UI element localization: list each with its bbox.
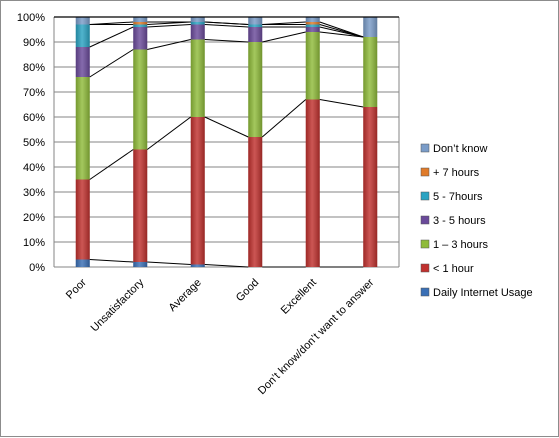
bar-segment-shading [248, 42, 263, 137]
legend-swatch [420, 263, 430, 273]
y-tick-label: 50% [23, 137, 45, 149]
y-tick-label: 30% [23, 187, 45, 199]
y-tick-label: 80% [23, 62, 45, 74]
series-connector-line [89, 49, 134, 78]
y-axis-tick-labels: 0% 10% 20% 30% 40% 50% 60% 70% 80% 90% 100% [17, 12, 45, 274]
series-connector-line [89, 21, 134, 25]
legend-item: < 1 hour [420, 263, 474, 275]
series-connector-line [262, 31, 306, 43]
bar-segment-shading [190, 17, 205, 22]
series-connector-line [147, 261, 191, 265]
legend-item: Daily Internet Usage [420, 287, 533, 299]
legend-swatch [420, 239, 430, 249]
bar-segment-shading [248, 24, 263, 27]
x-tick-label: Good [234, 277, 262, 305]
y-tick-label: 10% [23, 237, 45, 249]
bar-segment-shading [75, 259, 90, 267]
x-tick-label: Unsatisfactory [89, 276, 147, 334]
y-tick-label: 40% [23, 162, 45, 174]
y-tick-label: 60% [23, 112, 45, 124]
legend-item: 3 - 5 hours [420, 215, 486, 227]
legend-label: Don’t know [433, 143, 487, 155]
legend-item: 1 – 3 hours [420, 239, 489, 251]
legend-swatch [420, 215, 430, 225]
series-connector-line [204, 39, 249, 43]
x-axis-tick-labels: Poor Unsatisfactory Average Good ExcellentDo… [64, 276, 377, 397]
x-tick-label: Don’t know/don’t want to answer [256, 276, 377, 397]
bar-segment-shading [248, 137, 263, 267]
series-connector-line [319, 99, 364, 108]
bar-segment-shading [75, 77, 90, 180]
y-tick-label: 0% [29, 262, 45, 274]
series-connector-line [147, 39, 191, 50]
bar-segment-shading [190, 24, 205, 40]
bar-segment-shading [305, 22, 320, 25]
bar-segment-shading [133, 17, 148, 22]
bar-segment-shading [363, 17, 378, 37]
series-connector-line [319, 21, 364, 38]
gridlines [53, 16, 400, 268]
legend-swatch [420, 143, 430, 153]
bar-segment-shading [133, 27, 148, 50]
legend-item: 5 - 7hours [420, 191, 483, 203]
y-tick-label: 20% [23, 212, 45, 224]
y-tick-label: 70% [23, 87, 45, 99]
bar-segment-shading [75, 47, 90, 77]
bar-segment-shading [133, 149, 148, 262]
bar-segment-shading [75, 179, 90, 260]
bar-segment-shading [75, 17, 90, 25]
legend-label: 3 - 5 hours [433, 215, 486, 227]
legend-label: + 7 hours [433, 167, 480, 179]
bar-segment-shading [248, 17, 263, 25]
series-lines [54, 16, 399, 268]
series-connector-line [147, 24, 191, 28]
series-connector-line [146, 116, 192, 150]
y-tick-label: 90% [23, 37, 45, 49]
bar-segment-shading [133, 262, 148, 267]
bar-segment-shading [190, 22, 205, 25]
legend-item: + 7 hours [420, 167, 480, 179]
legend-label: 5 - 7hours [433, 191, 483, 203]
x-tick-label: Average [167, 277, 204, 314]
bar-segment-shading [248, 27, 263, 42]
series-connector-line [319, 31, 364, 38]
x-tick-label: Excellent [279, 277, 319, 317]
bar-segment-shading [305, 27, 320, 32]
series-connector-line [204, 116, 249, 138]
bar-segment-shading [305, 99, 320, 267]
legend-swatch [420, 191, 430, 201]
legend: Don’t know + 7 hours 5 - 7hours 3 - 5 hours… [420, 143, 533, 299]
series-connector-line [89, 259, 134, 263]
bars [75, 17, 378, 267]
legend-label: Daily Internet Usage [433, 287, 533, 299]
legend-label: < 1 hour [433, 263, 474, 275]
bar-segment-shading [75, 24, 90, 47]
series-connector-line [204, 24, 249, 28]
bar-segment-shading [133, 22, 148, 25]
series-connector-line [89, 149, 134, 180]
series-connector-line [204, 264, 249, 268]
series-connector-line [262, 21, 306, 25]
bar-segment-shading [190, 39, 205, 117]
legend-item: Don’t know [420, 143, 487, 155]
series-connector-line [89, 26, 134, 48]
y-tick-label: 100% [17, 12, 45, 24]
bar-segment-shading [305, 17, 320, 22]
series-connector-line [261, 99, 307, 138]
legend-swatch [420, 287, 430, 297]
series-connector-line [204, 21, 249, 25]
bar-segment-shading [190, 264, 205, 267]
bar-segment-shading [305, 24, 320, 27]
bar-segment-shading [133, 49, 148, 150]
x-tick-label: Poor [64, 276, 89, 301]
bar-segment-shading [305, 32, 320, 100]
bar-segment-shading [363, 107, 378, 267]
legend-label: 1 – 3 hours [433, 239, 489, 251]
bar-segment-shading [133, 24, 148, 27]
bar-segment-shading [190, 117, 205, 265]
legend-swatch [420, 167, 430, 177]
bar-segment-shading [363, 37, 378, 107]
